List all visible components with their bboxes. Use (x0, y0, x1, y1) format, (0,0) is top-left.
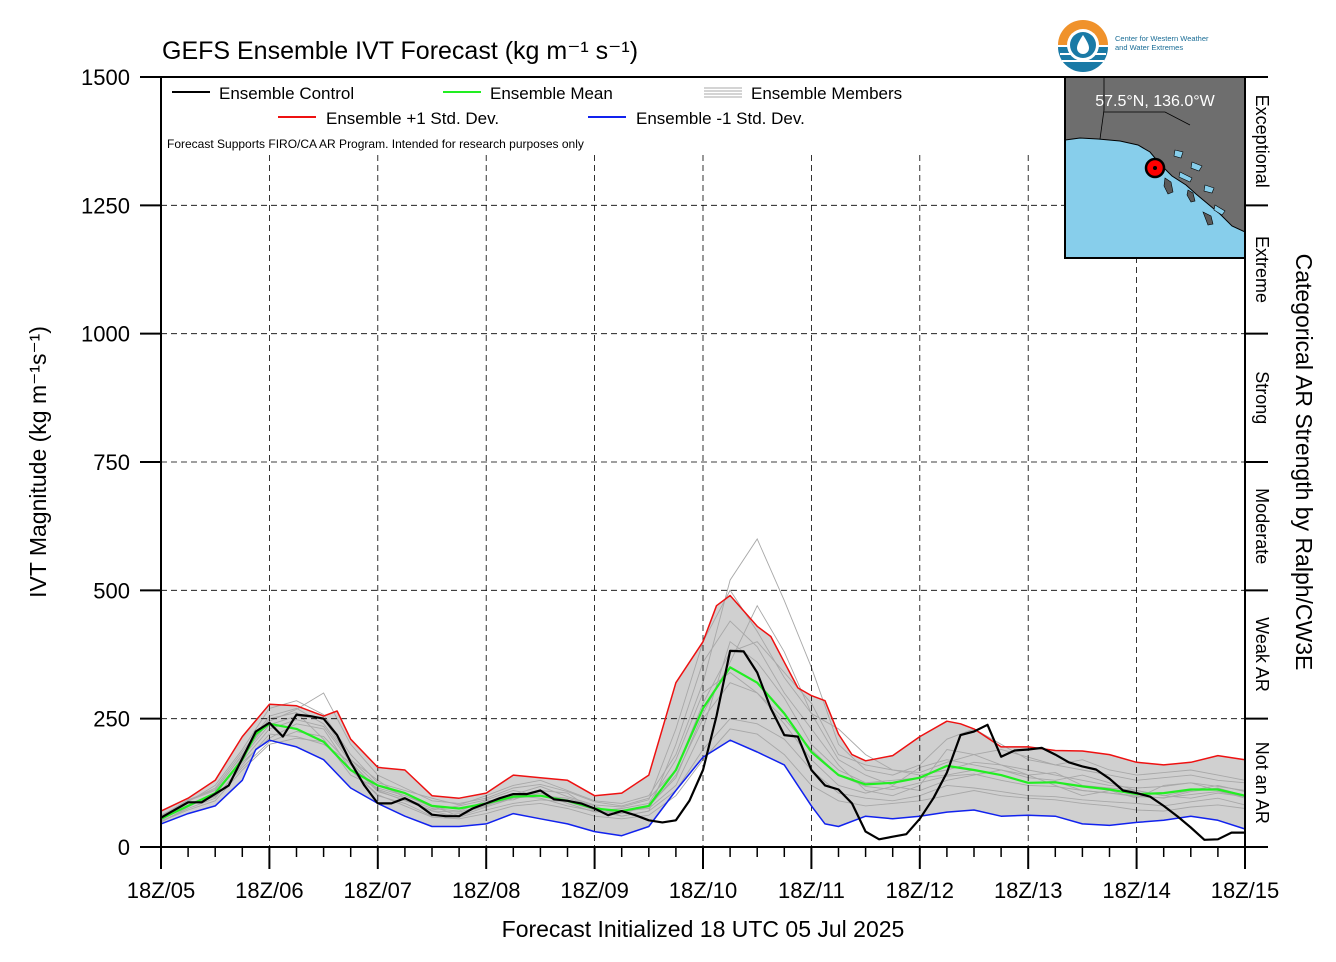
gridlines (161, 77, 1245, 847)
category-label-moderate: Moderate (1252, 488, 1272, 564)
category-label-weak-ar: Weak AR (1252, 617, 1272, 692)
right-axis-label: Categorical AR Strength by Ralph/CW3E (1291, 254, 1317, 671)
x-tick-label: 18Z/08 (452, 878, 521, 903)
location-coordinates: 57.5°N, 136.0°W (1095, 93, 1215, 110)
series-line-ensemble-1-std-dev (160, 739, 1246, 837)
logo-text-line1: Center for Western Weather (1115, 34, 1209, 43)
y-tick-label: 500 (93, 578, 130, 603)
x-tick-label: 18Z/06 (235, 878, 304, 903)
x-tick-label: 18Z/12 (886, 878, 955, 903)
legend-label-mean: Ensemble Mean (490, 84, 613, 103)
islands (1163, 177, 1214, 226)
logo-text-line2: and Water Extremes (1115, 43, 1183, 52)
x-tick-label: 18Z/15 (1211, 878, 1280, 903)
chart-title: GEFS Ensemble IVT Forecast (kg m⁻¹ s⁻¹) (162, 37, 638, 65)
category-label-extreme: Extreme (1252, 236, 1272, 303)
y-tick-label: 0 (118, 835, 130, 860)
ensemble-member-line (160, 641, 1246, 817)
x-tick-label: 18Z/07 (344, 878, 413, 903)
coastal-inlets (1173, 149, 1226, 216)
y-axis-label: IVT Magnitude (kg m⁻¹s⁻¹) (25, 326, 51, 598)
series-line-ensemble-control (160, 649, 1245, 841)
x-tick-label: 18Z/11 (778, 878, 845, 903)
y-tick-label: 1000 (81, 322, 130, 347)
series-line-ensemble-mean (160, 666, 1246, 820)
legend: Ensemble Control Ensemble Mean Ensemble … (167, 84, 902, 151)
legend-label-members: Ensemble Members (751, 84, 902, 103)
category-label-strong: Strong (1252, 371, 1272, 424)
legend-label-control: Ensemble Control (219, 84, 354, 103)
x-tick-label: 18Z/14 (1102, 878, 1171, 903)
ensemble-member-line (160, 671, 1246, 823)
x-axis-label: Forecast Initialized 18 UTC 05 Jul 2025 (502, 916, 905, 942)
disclaimer-note: Forecast Supports FIRO/CA AR Program. In… (167, 137, 584, 151)
land-mass (1064, 76, 1246, 233)
category-label-not-an-ar: Not an AR (1252, 742, 1272, 824)
x-tick-label: 18Z/05 (127, 878, 196, 903)
legend-swatch-members (704, 87, 742, 98)
y-tick-label: 250 (93, 707, 130, 732)
series-line-ensemble-1-std-dev (160, 594, 1246, 812)
x-axis-ticks: 18Z/05 18Z/06 18Z/07 18Z/08 18Z/09 18Z/10 18Z/… (127, 847, 1280, 903)
water-drop-icon (1077, 35, 1089, 54)
category-label-exceptional: Exceptional (1252, 95, 1272, 188)
y-tick-label: 1500 (81, 65, 130, 90)
legend-label-plus-std: Ensemble +1 Std. Dev. (326, 109, 499, 128)
ensemble-member-line (160, 538, 1246, 816)
cw3e-logo: Center for Western Weather and Water Ext… (1058, 20, 1209, 72)
y-axis-ticks: 0 250 500 750 1000 1250 1500 (81, 65, 161, 860)
location-inset-map: 57.5°N, 136.0°W (1064, 76, 1246, 259)
series-lines (160, 594, 1246, 841)
x-tick-label: 18Z/13 (994, 878, 1063, 903)
y-tick-label: 1250 (81, 193, 130, 218)
ar-category-labels: Not an AR Weak AR Moderate Strong Extreme Exc… (1245, 76, 1272, 848)
x-tick-label: 18Z/10 (669, 878, 738, 903)
y-tick-label: 750 (93, 450, 130, 475)
x-tick-label: 18Z/09 (560, 878, 629, 903)
legend-label-minus-std: Ensemble -1 Std. Dev. (636, 109, 805, 128)
